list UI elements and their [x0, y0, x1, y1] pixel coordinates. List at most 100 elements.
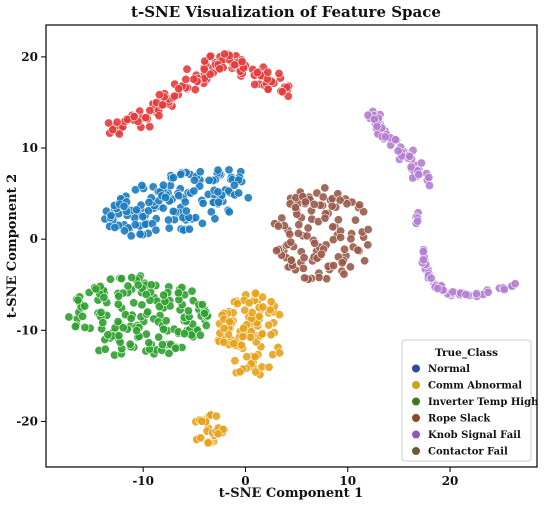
y-tick-label: 0 — [30, 232, 38, 246]
cluster-0-point — [145, 106, 155, 116]
cluster-3-point — [238, 332, 248, 342]
cluster-2-point — [154, 332, 164, 342]
cluster-2-point — [126, 313, 136, 323]
cluster-2-point — [159, 324, 169, 334]
cluster-2-point — [103, 330, 113, 340]
legend-marker — [412, 414, 420, 422]
cluster-8-point — [448, 287, 458, 297]
cluster-8-point — [510, 279, 520, 289]
cluster-0-point — [129, 112, 139, 122]
cluster-5-point — [314, 272, 324, 282]
cluster-4-point — [197, 416, 207, 426]
legend-marker — [412, 447, 420, 455]
cluster-5-point — [328, 222, 338, 232]
cluster-2-point — [99, 292, 109, 302]
cluster-1-point — [190, 175, 200, 185]
cluster-2-point — [106, 274, 116, 284]
cluster-2-point — [91, 284, 101, 294]
plot-frame — [45, 24, 538, 468]
cluster-3-point — [237, 340, 247, 350]
cluster-2-point — [187, 286, 197, 296]
x-tick-label: 20 — [442, 474, 459, 488]
cluster-1-point — [195, 181, 205, 191]
cluster-5-point — [322, 274, 332, 284]
cluster-3-point — [235, 367, 245, 377]
cluster-5-point — [299, 253, 309, 263]
cluster-0-point — [230, 60, 240, 70]
cluster-1-point — [195, 167, 205, 177]
cluster-0-point — [250, 80, 260, 90]
cluster-1-point — [213, 187, 223, 197]
y-tick-label: 10 — [21, 141, 38, 155]
cluster-0-point — [263, 67, 273, 77]
cluster-1-point — [210, 214, 220, 224]
cluster-8-point — [483, 287, 493, 297]
cluster-0-point — [181, 74, 191, 84]
legend-label: Inverter Temp High — [428, 397, 539, 408]
cluster-5-point — [320, 213, 330, 223]
legend-marker — [412, 364, 420, 373]
cluster-0-point — [205, 51, 215, 61]
cluster-2-point — [70, 321, 80, 331]
cluster-2-point — [197, 300, 207, 310]
legend-title: True_Class — [435, 347, 498, 360]
cluster-2-point — [179, 329, 189, 339]
cluster-1-point — [224, 165, 234, 175]
cluster-0-point — [237, 57, 247, 67]
cluster-1-point — [110, 223, 120, 233]
cluster-3-point — [258, 302, 268, 312]
cluster-1-point — [204, 175, 214, 185]
cluster-4-point — [196, 433, 206, 443]
cluster-2-point — [137, 300, 147, 310]
cluster-3-point — [244, 298, 254, 308]
cluster-2-point — [154, 302, 164, 312]
cluster-3-point — [274, 310, 284, 320]
cluster-2-point — [146, 280, 156, 290]
cluster-0-point — [220, 49, 230, 59]
cluster-1-point — [197, 218, 207, 228]
cluster-0-point — [274, 69, 284, 79]
cluster-2-point — [164, 348, 174, 358]
cluster-5-point — [310, 238, 320, 248]
cluster-6-point — [393, 146, 403, 156]
cluster-8-point — [426, 273, 436, 283]
cluster-0-point — [189, 74, 199, 84]
cluster-5-point — [294, 220, 304, 230]
cluster-2-point — [183, 306, 193, 316]
cluster-1-point — [213, 165, 223, 175]
cluster-1-point — [120, 226, 130, 236]
y-tick-label: -10 — [16, 323, 38, 337]
cluster-2-point — [123, 281, 133, 291]
cluster-2-point — [100, 344, 110, 354]
points-layer — [64, 49, 520, 448]
cluster-5-point — [333, 215, 343, 225]
cluster-3-point — [264, 362, 274, 372]
cluster-5-point — [312, 188, 322, 198]
cluster-5-point — [300, 273, 310, 283]
y-axis-label: t-SNE Component 2 — [5, 174, 20, 318]
cluster-0-point — [277, 87, 287, 97]
cluster-1-point — [243, 193, 253, 203]
legend-label: Knob Signal Fail — [428, 430, 521, 441]
cluster-3-point — [225, 317, 235, 327]
cluster-1-point — [164, 223, 174, 233]
cluster-6-point — [405, 151, 415, 161]
cluster-0-point — [215, 64, 225, 74]
cluster-1-point — [131, 185, 141, 195]
cluster-1-point — [135, 229, 145, 239]
cluster-3-point — [230, 356, 240, 366]
x-tick-label: 10 — [339, 474, 356, 488]
cluster-0-point — [199, 64, 209, 74]
cluster-5-point — [339, 244, 349, 254]
cluster-1-point — [174, 191, 184, 201]
cluster-0-point — [141, 113, 151, 123]
cluster-1-point — [168, 206, 178, 216]
cluster-1-point — [189, 186, 199, 196]
cluster-2-point — [174, 288, 184, 298]
cluster-3-point — [247, 307, 257, 317]
cluster-5-point — [290, 203, 300, 213]
legend-label: Contactor Fail — [428, 447, 508, 458]
cluster-1-point — [132, 205, 142, 215]
cluster-3-point — [242, 352, 252, 362]
